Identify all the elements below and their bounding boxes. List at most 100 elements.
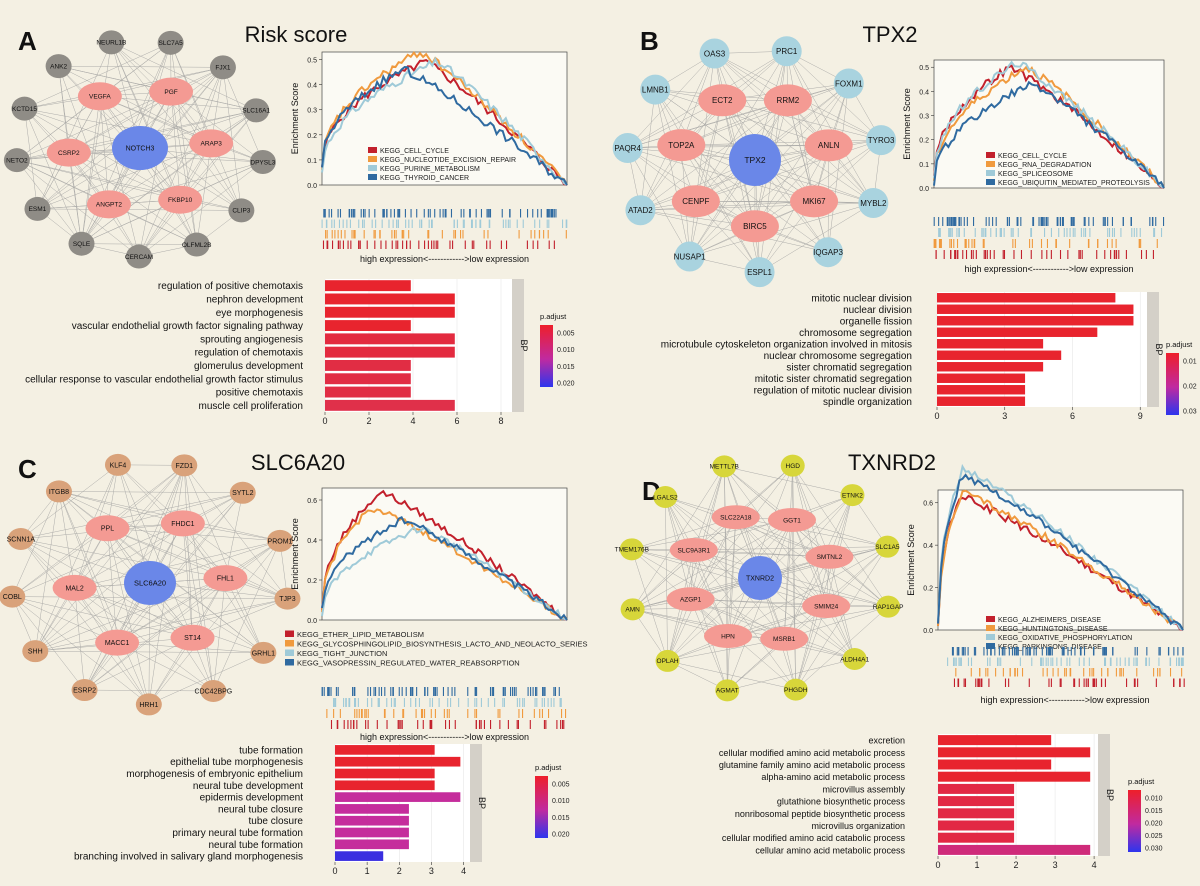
- panel-title: TPX2: [862, 22, 917, 47]
- network-edge: [75, 588, 85, 690]
- go-term-label: chromosome segregation: [799, 328, 912, 339]
- network-edge: [691, 599, 889, 606]
- go-term-label: vascular endothelial growth factor signa…: [72, 321, 303, 332]
- network-edge: [628, 148, 814, 201]
- network-node: FKBP10: [158, 186, 202, 214]
- legend-swatch: [368, 174, 377, 180]
- node-label: MKI67: [802, 197, 826, 206]
- go-bar: [938, 759, 1051, 769]
- go-term-label: epithelial tube morphogenesis: [170, 757, 303, 768]
- node-label: NOTCH3: [126, 145, 155, 152]
- go-term-label: nephron development: [206, 294, 303, 305]
- node-label: ANGPT2: [96, 202, 122, 209]
- network-node: FZD1: [171, 454, 197, 476]
- node-label: TXNRD2: [746, 575, 774, 582]
- legend-swatch: [986, 152, 995, 158]
- go-term-label: nuclear chromosome segregation: [764, 351, 912, 362]
- network-node: SQLE: [69, 232, 95, 256]
- go-bar: [335, 769, 435, 779]
- network-node: ARAP3: [189, 129, 233, 157]
- network-node: TPX2: [729, 134, 781, 186]
- go-bar: [937, 316, 1133, 325]
- node-label: MACC1: [105, 640, 130, 647]
- node-label: TYRO3: [868, 136, 895, 145]
- network-node: SHH: [22, 640, 48, 662]
- panel-title: SLC6A20: [251, 450, 345, 475]
- go-term-label: tube closure: [249, 816, 304, 827]
- x-tick-label: 6: [1070, 411, 1075, 421]
- network-node: HRH1: [136, 693, 162, 715]
- network-node: PRC1: [772, 36, 802, 66]
- network-node: KLF4: [105, 454, 131, 476]
- y-tick-label: 0.0: [307, 183, 317, 190]
- go-bar: [325, 307, 455, 318]
- network-node: AMN: [621, 598, 645, 620]
- x-tick-label: 1: [975, 860, 980, 870]
- x-tick-label: 3: [1002, 411, 1007, 421]
- node-label: RRM2: [777, 96, 800, 105]
- go-bar: [325, 387, 411, 398]
- go-term-label: morphogenesis of embryonic epithelium: [126, 769, 303, 780]
- node-label: ST14: [184, 635, 201, 642]
- node-label: SYTL2: [232, 490, 254, 497]
- rug-axis-label: high expression<------------>low express…: [964, 264, 1133, 274]
- network-node: ESRP2: [72, 679, 98, 701]
- colorbar-tick-label: 0.020: [557, 381, 575, 388]
- network-node: ESM1: [24, 197, 50, 221]
- go-bar: [938, 845, 1090, 855]
- network-edge: [665, 497, 667, 661]
- go-bar: [938, 735, 1051, 745]
- x-tick-label: 0: [934, 411, 939, 421]
- node-label: ESPL1: [747, 268, 772, 277]
- go-term-label: microvillus assembly: [822, 784, 905, 794]
- network-node: SLC9A3R1: [670, 538, 718, 562]
- colorbar-tick-label: 0.015: [557, 364, 575, 371]
- network-node: MACC1: [95, 630, 139, 656]
- colorbar-title: p.adjust: [540, 312, 567, 321]
- y-tick-label: 0.0: [307, 618, 317, 625]
- go-bar: [325, 280, 411, 291]
- y-tick-label: 0.1: [307, 158, 317, 165]
- y-tick-label: 0.3: [307, 108, 317, 115]
- colorbar-tick-label: 0.03: [1183, 409, 1197, 416]
- network-node: SLC1A5: [875, 536, 900, 558]
- x-tick-label: 2: [366, 416, 371, 426]
- network-edge: [632, 549, 830, 556]
- go-term-label: regulation of mitotic nuclear division: [754, 385, 912, 396]
- network-node: BIRC5: [731, 210, 779, 242]
- go-term-label: cellular modified amino acid catabolic p…: [722, 833, 906, 843]
- node-label: KLF4: [110, 462, 127, 469]
- network-node: TOP2A: [657, 129, 705, 161]
- network-node: SLC16A1: [242, 98, 270, 122]
- go-bar: [325, 400, 455, 411]
- node-label: MSRB1: [773, 636, 796, 643]
- network-node: CENPF: [672, 185, 720, 217]
- network-node: PPL: [85, 515, 129, 541]
- go-bar: [325, 293, 455, 304]
- node-label: TJP3: [279, 596, 295, 603]
- go-term-label: mitotic sister chromatid segregation: [755, 374, 912, 385]
- node-label: CENPF: [682, 197, 709, 206]
- x-tick-label: 0: [332, 866, 337, 876]
- rug-axis-label: high expression<------------>low express…: [980, 695, 1149, 705]
- network-node: LMNB1: [640, 75, 670, 105]
- node-label: BIRC5: [743, 222, 767, 231]
- node-label: ETNK2: [842, 492, 863, 499]
- node-label: ATAD2: [628, 206, 653, 215]
- node-label: SMTNL2: [817, 554, 843, 561]
- y-tick-label: 0.2: [307, 133, 317, 140]
- colorbar-title: p.adjust: [1128, 777, 1155, 786]
- node-label: PHGDH: [784, 687, 808, 694]
- colorbar-tick-label: 0.020: [552, 832, 570, 839]
- node-label: SLC7A5: [159, 40, 184, 47]
- network-node: PHGDH: [784, 679, 808, 701]
- gene-network: TXNRD2GGT1SMTNL2SMIM24MSRB1HPNAZGP1SLC9A…: [615, 455, 904, 702]
- network-node: HPN: [704, 624, 752, 648]
- x-tick-label: 6: [454, 416, 459, 426]
- legend-label: KEGG_ALZHEIMERS_DISEASE: [998, 617, 1101, 624]
- network-node: ATAD2: [625, 195, 655, 225]
- legend-swatch: [986, 616, 995, 622]
